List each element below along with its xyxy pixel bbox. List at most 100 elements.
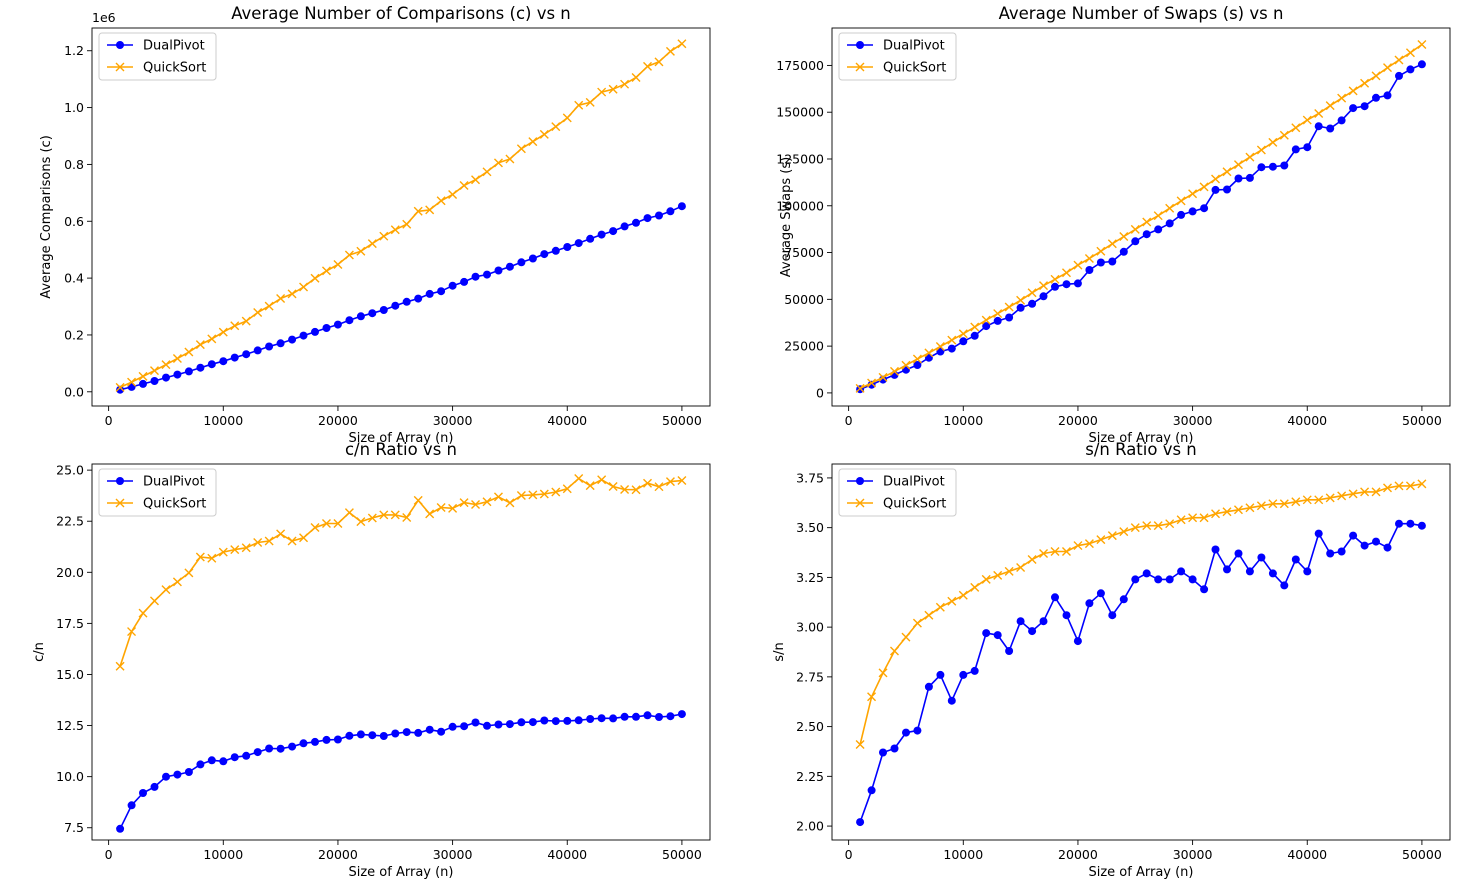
data-point bbox=[1028, 627, 1037, 636]
data-point bbox=[856, 818, 865, 827]
data-point bbox=[1050, 547, 1060, 557]
data-point bbox=[1303, 567, 1312, 576]
data-point bbox=[1303, 143, 1312, 152]
data-point bbox=[1073, 279, 1082, 288]
data-point bbox=[1027, 288, 1037, 298]
data-point bbox=[1165, 575, 1174, 584]
data-point bbox=[528, 137, 538, 147]
data-point bbox=[310, 273, 320, 283]
data-point bbox=[1405, 48, 1415, 58]
chart-title: Average Number of Comparisons (c) vs n bbox=[231, 4, 571, 23]
series-line-dualpivot bbox=[859, 63, 1423, 390]
data-point bbox=[1348, 86, 1358, 96]
data-point bbox=[1394, 55, 1404, 65]
data-point bbox=[677, 710, 686, 719]
data-point bbox=[253, 346, 262, 355]
legend: DualPivot QuickSort bbox=[98, 468, 217, 517]
data-point bbox=[540, 250, 549, 259]
data-point bbox=[482, 497, 492, 507]
data-point bbox=[970, 331, 979, 340]
data-point bbox=[448, 722, 457, 731]
y-tick-label: 1.0 bbox=[64, 100, 84, 115]
y-tick-label: 175000 bbox=[776, 58, 824, 73]
data-point bbox=[287, 289, 297, 299]
data-point bbox=[116, 824, 125, 833]
data-point bbox=[1142, 217, 1152, 227]
data-point bbox=[162, 373, 170, 382]
legend-marker bbox=[856, 41, 864, 49]
data-point bbox=[1062, 280, 1071, 289]
data-point bbox=[1004, 566, 1014, 576]
data-point bbox=[459, 181, 469, 191]
data-point bbox=[241, 316, 251, 326]
data-point bbox=[677, 39, 687, 49]
axes-frame bbox=[831, 463, 1451, 841]
data-point bbox=[597, 230, 606, 239]
data-point bbox=[1130, 224, 1140, 234]
data-point bbox=[1234, 174, 1243, 183]
legend-label: QuickSort bbox=[883, 61, 946, 76]
data-point bbox=[608, 481, 618, 491]
x-tick-label: 50000 bbox=[662, 847, 702, 862]
data-point bbox=[1165, 519, 1175, 529]
data-point bbox=[1326, 124, 1335, 133]
data-point bbox=[1211, 185, 1220, 194]
data-point bbox=[666, 207, 675, 216]
data-point bbox=[402, 513, 412, 523]
subplot-c-over-n: 0 10000 20000 30000 40000 50000 7.5 10.0 12.5 15.… bbox=[32, 440, 711, 880]
data-point bbox=[356, 517, 366, 527]
data-point bbox=[1165, 203, 1175, 213]
data-point bbox=[585, 97, 595, 107]
data-point bbox=[505, 720, 514, 729]
data-point bbox=[970, 322, 980, 332]
data-point bbox=[1337, 547, 1346, 556]
data-point bbox=[425, 725, 434, 734]
legend-marker bbox=[855, 62, 865, 72]
x-tick-label: 0 bbox=[105, 413, 113, 428]
data-point bbox=[993, 631, 1002, 640]
data-point bbox=[1314, 122, 1323, 131]
data-point bbox=[1153, 211, 1163, 221]
data-point bbox=[241, 543, 251, 553]
data-point bbox=[1279, 130, 1289, 140]
data-point bbox=[901, 360, 911, 370]
data-point bbox=[368, 731, 377, 740]
data-point bbox=[437, 727, 446, 736]
data-point bbox=[333, 518, 343, 528]
data-point bbox=[402, 219, 412, 229]
data-point bbox=[677, 202, 686, 211]
data-point bbox=[643, 711, 652, 720]
data-point bbox=[1051, 282, 1059, 291]
data-point bbox=[1061, 268, 1071, 278]
data-point bbox=[551, 122, 561, 132]
data-point bbox=[1360, 487, 1370, 497]
x-axis-label: Size of Array (n) bbox=[1088, 431, 1193, 446]
data-point bbox=[1280, 161, 1289, 170]
x-axis-label: Size of Array (n) bbox=[1088, 865, 1193, 880]
x-tick-label: 50000 bbox=[1402, 847, 1442, 862]
data-point bbox=[287, 536, 297, 546]
data-point bbox=[1372, 537, 1380, 546]
legend-label: DualPivot bbox=[883, 475, 945, 490]
data-point bbox=[1096, 246, 1106, 256]
y-tick-label: 3.25 bbox=[796, 570, 824, 585]
data-point bbox=[1291, 555, 1300, 564]
data-point bbox=[1039, 281, 1049, 291]
data-point bbox=[1211, 545, 1220, 554]
data-point bbox=[184, 347, 194, 357]
legend-marker bbox=[116, 477, 124, 485]
y-tick-label: 75000 bbox=[784, 245, 824, 260]
data-point bbox=[1395, 71, 1403, 80]
data-point bbox=[391, 729, 400, 738]
data-point bbox=[230, 753, 239, 762]
data-point bbox=[195, 552, 205, 562]
legend-entry-dualpivot: DualPivot bbox=[847, 39, 945, 54]
data-point bbox=[184, 367, 193, 376]
data-point bbox=[563, 243, 572, 251]
data-point bbox=[413, 495, 423, 505]
data-point bbox=[356, 246, 366, 256]
data-point bbox=[276, 294, 286, 304]
legend-entry-quicksort: QuickSort bbox=[847, 61, 946, 76]
data-point bbox=[1085, 599, 1094, 608]
plot-area bbox=[115, 39, 687, 394]
